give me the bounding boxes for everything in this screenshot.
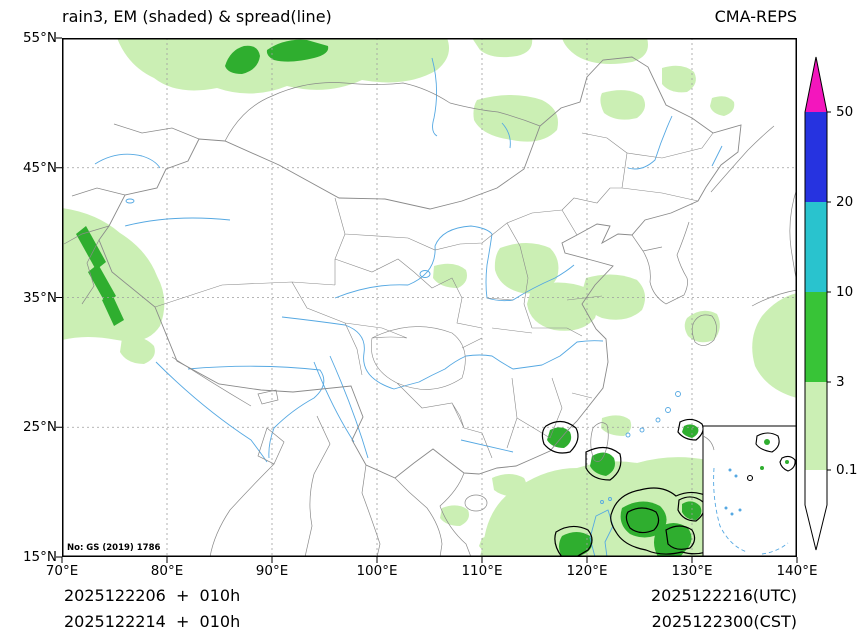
x-tick-label: 100°E (356, 563, 398, 579)
x-tick-label: 140°E (776, 563, 818, 579)
y-tick-label: 15°N (22, 549, 57, 565)
y-tick-label: 25°N (22, 419, 57, 435)
axis-tick-marks (56, 37, 798, 563)
valid-time-utc: 2025122216(UTC) (651, 586, 797, 605)
rivers (94, 57, 723, 463)
figure-title: rain3, EM (shaded) & spread(line) (62, 7, 332, 26)
x-tick-label: 120°E (566, 563, 608, 579)
y-tick-label: 45°N (22, 160, 57, 176)
y-tick-label: 35°N (22, 290, 57, 306)
south-china-sea-inset (702, 425, 797, 557)
map-canvas (56, 37, 798, 563)
province-boundaries (154, 132, 714, 459)
colorbar-tick-label: 20 (836, 194, 854, 210)
init-time-utc: 2025122206 + 010h (64, 586, 241, 605)
foreign-boundaries (63, 82, 797, 557)
map-frame (62, 38, 797, 557)
x-tick-label: 70°E (45, 563, 79, 579)
colorbar-tick-label: 0.1 (836, 462, 858, 478)
x-tick-label: 110°E (461, 563, 503, 579)
colorbar-tick-label: 3 (836, 374, 845, 390)
map-note: No: GS (2019) 1786 (67, 543, 161, 553)
init-time-cst: 2025122214 + 010h (64, 612, 241, 631)
y-tick-label: 55°N (22, 30, 57, 46)
x-tick-label: 80°E (150, 563, 184, 579)
x-tick-label: 90°E (255, 563, 289, 579)
x-tick-label: 130°E (671, 563, 713, 579)
precip-shading-dark (76, 39, 702, 557)
model-name-label: CMA-REPS (714, 7, 797, 26)
valid-time-cst: 2025122300(CST) (651, 612, 797, 631)
colorbar-tick-label: 10 (836, 284, 854, 300)
island-coastlines (589, 391, 681, 557)
colorbar-tick-label: 50 (836, 104, 854, 120)
china-border (98, 56, 742, 479)
colorbar (804, 56, 831, 551)
